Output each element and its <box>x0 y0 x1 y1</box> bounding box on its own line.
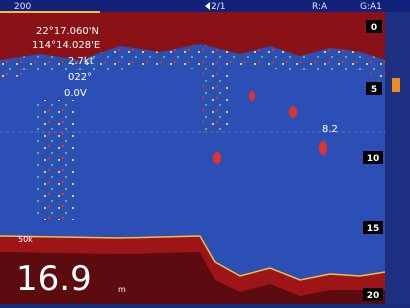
fish-school <box>36 100 76 220</box>
fish-echo <box>249 91 255 101</box>
scale-label: 0 <box>371 23 377 33</box>
latitude: 22°17.060'N <box>36 26 99 37</box>
frequency: 50k <box>18 235 33 244</box>
fish-echo <box>319 141 327 155</box>
scale-label: 15 <box>367 224 380 234</box>
scale-label: 20 <box>367 291 380 301</box>
depth-unit: m <box>118 285 126 294</box>
fish-echo <box>289 106 297 118</box>
longitude: 114°14.028'E <box>32 40 100 51</box>
fish-echo <box>213 152 221 164</box>
cursor-depth: 8.2 <box>322 124 338 135</box>
level-marker <box>392 78 400 92</box>
fish-school <box>200 70 230 130</box>
sonar-screen: 200 2/1 R:A G:A1 22°17.060'N 114°14.028'… <box>0 0 410 304</box>
voltage: 0.0V <box>64 88 87 99</box>
depth-value: 16.9 <box>16 259 92 299</box>
heading: 022° <box>68 72 92 83</box>
gain: G:A1 <box>360 2 382 12</box>
right-strip <box>385 12 410 304</box>
page: 2/1 <box>211 2 225 12</box>
mode: R:A <box>312 2 328 12</box>
scale-label: 10 <box>367 154 380 164</box>
speed: 2.7kt <box>68 56 94 67</box>
range: 200 <box>14 2 31 12</box>
scale-label: 5 <box>371 85 377 95</box>
